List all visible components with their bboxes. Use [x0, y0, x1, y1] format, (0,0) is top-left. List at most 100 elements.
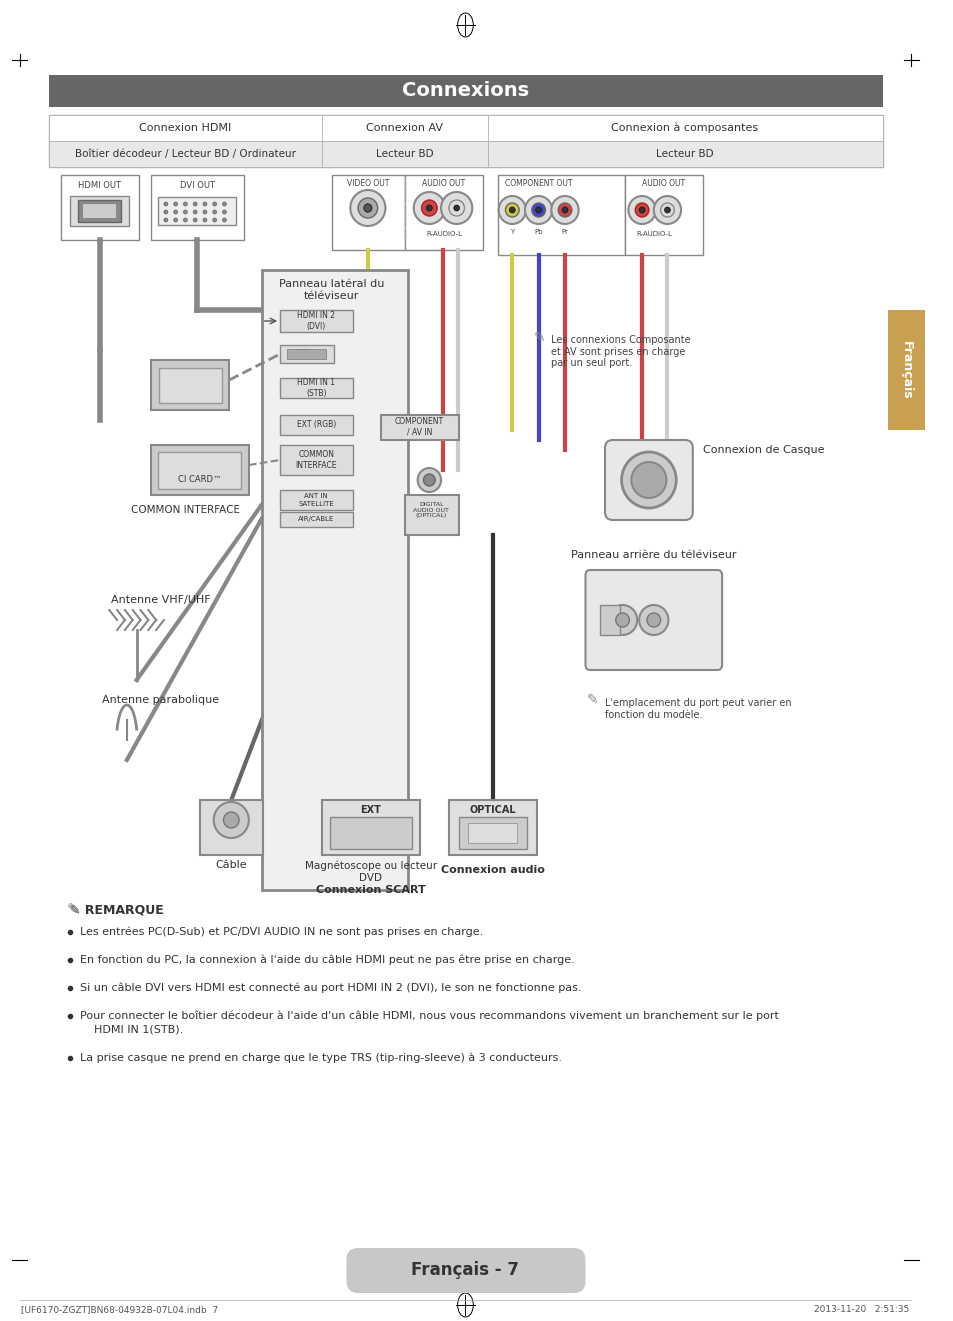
Text: AUDIO OUT: AUDIO OUT	[641, 178, 684, 188]
Circle shape	[558, 203, 571, 217]
Text: EXT (RGB): EXT (RGB)	[296, 420, 335, 429]
Bar	[380, 415, 458, 440]
Text: En fonction du PC, la connexion à l'aide du câble HDMI peut ne pas être prise en: En fonction du PC, la connexion à l'aide…	[80, 955, 574, 966]
Text: R-AUDIO-L: R-AUDIO-L	[636, 231, 672, 236]
Bar	[322, 141, 487, 166]
Text: ✎: ✎	[534, 332, 545, 345]
Bar	[497, 174, 624, 255]
Text: Les connexions Composante
et AV sont prises en charge
par un seul port.: Les connexions Composante et AV sont pri…	[551, 336, 690, 369]
Text: Connexion de Casque: Connexion de Casque	[701, 445, 823, 454]
Text: EXT: EXT	[360, 804, 381, 815]
Bar	[404, 174, 482, 250]
Text: VIDEO OUT: VIDEO OUT	[346, 178, 389, 188]
Bar	[152, 361, 229, 410]
Text: ✎ REMARQUE: ✎ REMARQUE	[71, 904, 164, 917]
Text: Antenne VHF/UHF: Antenne VHF/UHF	[112, 594, 211, 605]
Text: HDMI IN 2
(DVI): HDMI IN 2 (DVI)	[296, 312, 335, 330]
Circle shape	[193, 210, 197, 214]
Bar	[280, 310, 353, 332]
Text: Connexion SCART: Connexion SCART	[315, 885, 425, 896]
Circle shape	[635, 203, 648, 217]
Bar	[280, 490, 353, 510]
Circle shape	[350, 190, 385, 226]
Circle shape	[203, 202, 207, 206]
Circle shape	[222, 202, 226, 206]
Text: COMMON
INTERFACE: COMMON INTERFACE	[295, 450, 336, 470]
Text: Pr: Pr	[561, 229, 568, 235]
Bar	[330, 816, 412, 849]
Text: Panneau latéral du
téléviseur: Panneau latéral du téléviseur	[279, 279, 384, 301]
Bar	[887, 310, 924, 431]
Circle shape	[173, 210, 177, 214]
Bar	[159, 369, 222, 403]
Bar	[158, 197, 236, 225]
Text: ✎: ✎	[67, 902, 79, 918]
Circle shape	[421, 199, 436, 217]
Circle shape	[183, 210, 187, 214]
Text: Si un câble DVI vers HDMI est connecté au port HDMI IN 2 (DVI), le son ne foncti: Si un câble DVI vers HDMI est connecté a…	[80, 983, 581, 993]
Circle shape	[164, 202, 168, 206]
Bar	[49, 141, 322, 166]
Bar	[322, 115, 487, 141]
Circle shape	[213, 218, 216, 222]
Circle shape	[631, 462, 666, 498]
Text: Connexions: Connexions	[401, 82, 529, 100]
Bar	[280, 378, 353, 398]
Circle shape	[164, 218, 168, 222]
Circle shape	[203, 218, 207, 222]
Text: CI CARD™: CI CARD™	[178, 476, 221, 485]
Circle shape	[364, 203, 372, 211]
Bar	[487, 115, 882, 141]
Text: R-AUDIO-L: R-AUDIO-L	[426, 231, 461, 236]
Circle shape	[426, 205, 432, 211]
FancyBboxPatch shape	[585, 569, 721, 670]
Circle shape	[357, 198, 377, 218]
Bar	[624, 174, 701, 255]
Circle shape	[509, 207, 515, 213]
Circle shape	[213, 202, 216, 206]
Circle shape	[183, 202, 187, 206]
Circle shape	[498, 196, 525, 225]
Text: COMPONENT
/ AV IN: COMPONENT / AV IN	[395, 417, 444, 437]
Circle shape	[646, 613, 659, 627]
Circle shape	[659, 203, 674, 217]
Text: Connexion audio: Connexion audio	[440, 865, 544, 875]
Bar	[49, 115, 322, 141]
Bar	[280, 445, 353, 476]
Text: HDMI IN 1(STB).: HDMI IN 1(STB).	[80, 1025, 183, 1034]
Text: Français: Français	[899, 341, 912, 399]
Text: Lecteur BD: Lecteur BD	[656, 149, 713, 159]
Text: Pour connecter le boîtier décodeur à l'aide d'un câble HDMI, nous vous recommand: Pour connecter le boîtier décodeur à l'a…	[80, 1011, 778, 1021]
Text: COMMON INTERFACE: COMMON INTERFACE	[131, 505, 239, 515]
Circle shape	[615, 613, 629, 627]
Bar	[280, 415, 353, 435]
Circle shape	[440, 192, 472, 225]
Bar	[200, 801, 263, 855]
Text: Connexion HDMI: Connexion HDMI	[139, 123, 232, 133]
Text: OPTICAL: OPTICAL	[469, 804, 516, 815]
Circle shape	[531, 203, 545, 217]
Text: Lecteur BD: Lecteur BD	[375, 149, 434, 159]
Bar	[152, 174, 244, 240]
Circle shape	[664, 207, 670, 213]
Circle shape	[213, 802, 249, 838]
FancyBboxPatch shape	[604, 440, 692, 520]
Circle shape	[536, 207, 541, 213]
Circle shape	[222, 210, 226, 214]
Text: DVI OUT: DVI OUT	[179, 181, 214, 189]
Bar	[49, 115, 882, 166]
Circle shape	[524, 196, 552, 225]
Bar	[487, 141, 882, 166]
Circle shape	[213, 210, 216, 214]
Text: USB: USB	[184, 384, 207, 395]
FancyBboxPatch shape	[346, 1248, 585, 1293]
Bar	[458, 816, 526, 849]
Text: COMPONENT OUT: COMPONENT OUT	[504, 178, 572, 188]
Bar	[71, 196, 129, 226]
Text: La prise casque ne prend en charge que le type TRS (tip-ring-sleeve) à 3 conduct: La prise casque ne prend en charge que l…	[80, 1053, 561, 1063]
Text: Boîtier décodeur / Lecteur BD / Ordinateur: Boîtier décodeur / Lecteur BD / Ordinate…	[75, 149, 295, 159]
Bar	[158, 452, 241, 489]
Circle shape	[183, 218, 187, 222]
Circle shape	[607, 605, 637, 635]
Text: USB: USB	[294, 350, 310, 358]
